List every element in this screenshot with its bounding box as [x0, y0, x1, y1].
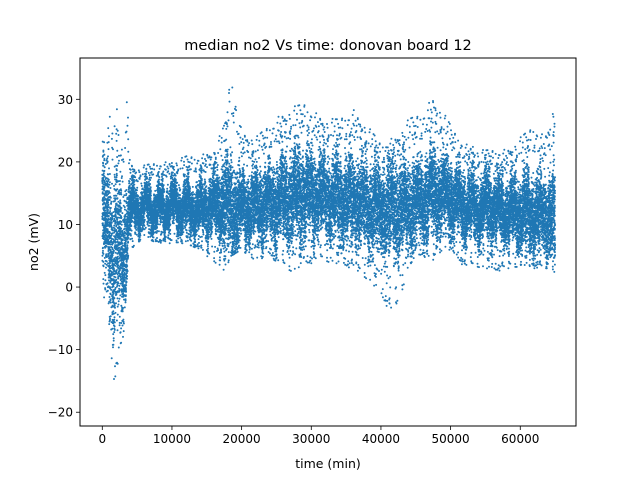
y-tick-label: −20	[48, 406, 73, 420]
y-axis-label: no2 (mV)	[26, 213, 41, 271]
plot-area	[79, 57, 577, 427]
plot-frame	[79, 57, 577, 427]
x-tick-label: 20000	[223, 432, 261, 446]
y-tick-label: −10	[48, 343, 73, 357]
y-tick-label: 30	[58, 93, 73, 107]
x-axis-label: time (min)	[295, 456, 361, 471]
scatter-points	[101, 86, 557, 380]
chart-title: median no2 Vs time: donovan board 12	[184, 38, 472, 54]
y-tick-label: 10	[58, 218, 73, 232]
x-tick-label: 0	[98, 432, 106, 446]
x-tick-label: 50000	[432, 432, 470, 446]
x-axis: 0 10000 20000 30000 40000 50000 60000	[98, 426, 539, 446]
x-tick-label: 40000	[362, 432, 400, 446]
x-tick-label: 30000	[292, 432, 330, 446]
y-tick-label: 20	[58, 155, 73, 169]
y-axis: −20 −10 0 10 20 30	[48, 93, 80, 420]
y-tick-label: 0	[65, 281, 73, 295]
x-tick-label: 10000	[153, 432, 191, 446]
data-points-layer	[101, 86, 557, 380]
x-tick-label: 60000	[501, 432, 539, 446]
